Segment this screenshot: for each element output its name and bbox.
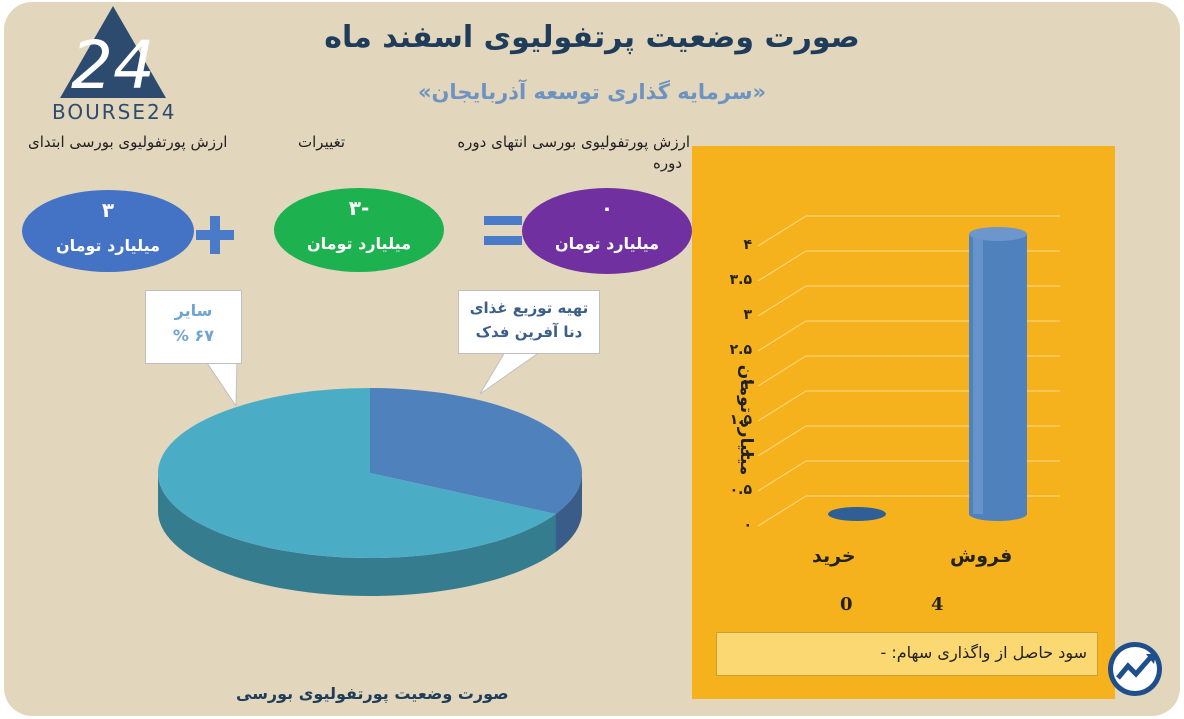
bar-top [969,227,1027,241]
bar-y-tick-label: ۳.۵ [729,272,752,288]
bar-category-buy: خرید [812,545,856,567]
bar-value-sell: 4 [931,594,944,615]
change-value: -۳ [348,196,370,220]
trend-badge-icon [1108,642,1162,696]
bar-value-buy: 0 [840,594,853,615]
initial-value-label: ارزش پورتفولیوی بورسی ابتدای [28,133,228,151]
sale-profit-text: سود حاصل از واگذاری سهام: - [880,643,1087,662]
bar-gridline-diag [757,460,807,492]
final-unit: میلیارد تومان [554,234,660,253]
pie-side [158,473,582,596]
pie-slice-other [158,388,556,558]
bar-y-axis-title: میلیارد تومان [736,364,756,476]
bar-y-tick-label: ۰ [743,517,752,533]
bar-gridline-diag [757,355,807,387]
callout-other-label: سایر [174,301,213,320]
bar-y-tick-label: ۴ [743,237,752,253]
pie-slice-company [370,388,582,514]
plus-icon [196,216,234,254]
callout-company-line1: تهیه توزیع غذای [469,299,589,317]
bar-y-tick-label: ۲ [743,377,752,393]
bar-gridline-diag [757,215,807,247]
bar-body [969,234,1027,521]
change-unit: میلیارد تومان [306,234,412,253]
final-value-label-2: دوره [652,154,682,172]
bar-gridline-diag [757,250,807,282]
initial-unit: میلیارد تومان [55,236,161,255]
final-value-oval: ۰ میلیارد تومان [522,188,692,274]
bar-gridline-diag [757,390,807,422]
sale-profit-note: سود حاصل از واگذاری سهام: - [716,632,1098,676]
bar-chart-panel [692,146,1115,699]
change-value-oval: -۳ میلیارد تومان [274,188,444,272]
bar-gridline-diag [757,495,807,527]
svg-text:24: 24 [71,27,155,100]
bar-highlight [973,234,983,514]
bar-y-tick-label: ۲.۵ [729,342,752,358]
final-value: ۰ [600,196,614,220]
final-value-label: ارزش پورتفولیوی بورسی انتهای دوره [457,133,690,151]
initial-value: ۳ [101,198,115,222]
page-title: صورت وضعیت پرتفولیوی اسفند ماه [324,20,860,55]
change-label: تغییرات [298,133,346,151]
callout-other: سایر ۶۷ % [145,290,242,364]
bar-y-tick-label: ۳ [743,307,752,323]
callout-other-percent: ۶۷ % [172,326,215,345]
bar-gridline-diag [757,285,807,317]
bar-category-sell: فروش [950,545,1013,567]
pie-side-company [555,473,582,552]
bar-y-tick-label: ۱ [743,447,752,463]
callout-company-line2: دنا آفرین فدک [475,323,583,341]
initial-value-oval: ۳ میلیارد تومان [22,190,194,272]
equals-icon [484,216,522,245]
callout-company: تهیه توزیع غذای دنا آفرین فدک [458,290,600,354]
page-subtitle: «سرمایه گذاری توسعه آذربایجان» [417,80,767,104]
bar-y-tick-label: ۱.۵ [729,412,752,428]
pie-footer-title: صورت وضعیت پورتفولیوی بورسی [236,684,509,703]
bar-gridline-diag [757,425,807,457]
logo-text: BOURSE24 [52,100,177,124]
bourse24-logo-icon: 24 [60,6,166,100]
pie-chart [158,351,582,596]
bar-y-tick-label: ۰.۵ [729,482,752,498]
bar-gridline-diag [757,320,807,352]
bar-top [828,507,886,521]
